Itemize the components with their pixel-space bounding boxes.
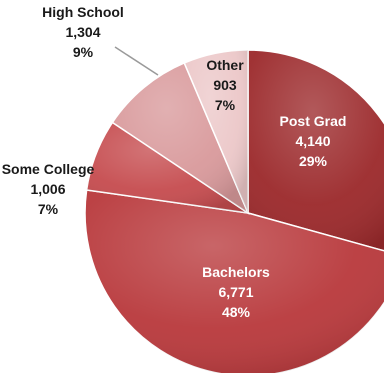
label-percent-other: 7%	[215, 97, 236, 113]
data-label-post-grad: Post Grad 4,140 29%	[280, 113, 347, 169]
label-percent-bachelors: 48%	[222, 304, 251, 320]
label-value-post-grad: 4,140	[295, 133, 330, 149]
leader-line-high-school	[114, 46, 159, 76]
label-percent-post-grad: 29%	[299, 153, 328, 169]
label-category-some-college: Some College	[2, 161, 95, 177]
label-value-other: 903	[213, 77, 237, 93]
data-label-bachelors: Bachelors 6,771 48%	[202, 264, 270, 320]
label-category-bachelors: Bachelors	[202, 264, 270, 280]
label-value-high-school: 1,304	[65, 24, 100, 40]
label-value-bachelors: 6,771	[218, 284, 253, 300]
label-category-other: Other	[206, 57, 244, 73]
label-percent-high-school: 9%	[73, 44, 94, 60]
label-category-high-school: High School	[42, 4, 124, 20]
label-value-some-college: 1,006	[30, 181, 65, 197]
leader-lines	[114, 46, 159, 76]
data-label-high-school: High School 1,304 9%	[42, 4, 124, 60]
label-category-post-grad: Post Grad	[280, 113, 347, 129]
slice-labels: Post Grad 4,140 29% Bachelors 6,771 48% Some C…	[2, 4, 347, 320]
data-label-other: Other 903 7%	[206, 57, 244, 113]
label-percent-some-college: 7%	[38, 201, 59, 217]
data-label-some-college: Some College 1,006 7%	[2, 161, 95, 217]
